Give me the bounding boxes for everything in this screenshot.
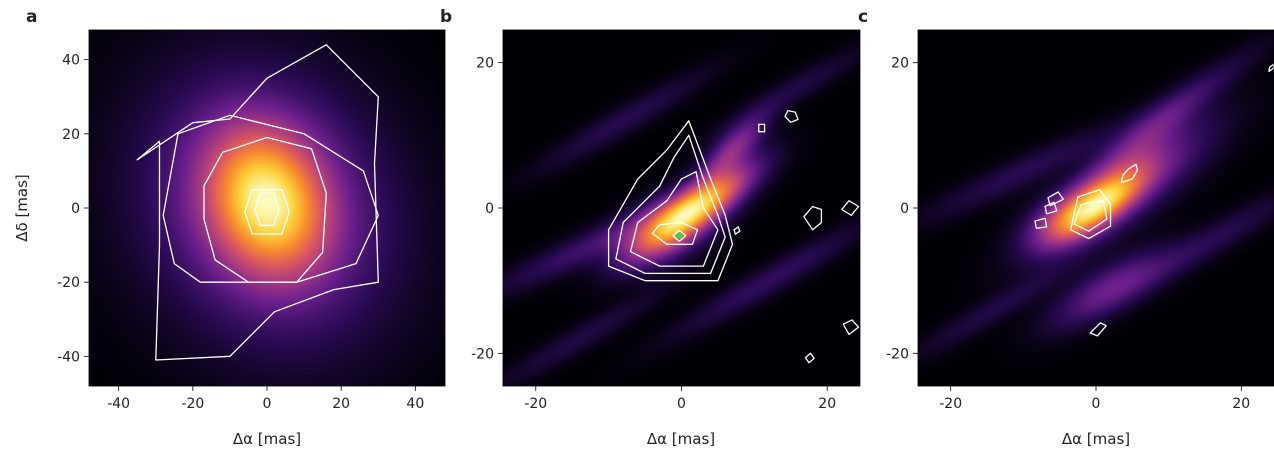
y-tick-label: 20 (62, 127, 80, 143)
contour-line (1120, 163, 1139, 184)
y-tick-label: -20 (57, 275, 80, 291)
contour-line (1069, 189, 1112, 240)
x-axis-a: -40 -20 0 20 40 (107, 386, 424, 412)
contour-line (803, 205, 823, 231)
y-tick-label: 40 (62, 53, 80, 69)
x-tick-label: 20 (1232, 396, 1250, 412)
contour-line (1073, 200, 1108, 232)
contour-line (651, 221, 699, 245)
panel-label-c: c (858, 7, 868, 27)
contour-line (244, 188, 290, 235)
contour-line (1089, 322, 1107, 337)
panel-b: b -20 0 20 -20 0 20 Δα [mas] (440, 7, 861, 448)
y-tick-label: 0 (485, 201, 494, 217)
contour-line (136, 44, 379, 361)
contour-line (841, 200, 860, 216)
x-tick-label: -40 (107, 396, 130, 412)
x-tick-label: 0 (677, 396, 686, 412)
x-tick-label: 0 (1092, 396, 1101, 412)
contours-b (607, 109, 860, 364)
contour-line (672, 229, 687, 243)
y-axis-c: -20 0 20 (886, 56, 918, 362)
x-axis-b: -20 0 20 (524, 386, 836, 412)
contour-line (804, 352, 815, 364)
contour-line (1034, 217, 1048, 229)
y-tick-label: 0 (71, 201, 80, 217)
x-tick-label: 20 (818, 396, 836, 412)
contour-line (162, 114, 379, 283)
x-tick-label: 20 (332, 396, 350, 412)
x-tick-label: 0 (263, 396, 272, 412)
y-tick-label: 0 (900, 201, 909, 217)
x-axis-c: -20 0 20 (939, 386, 1250, 412)
x-tick-label: 40 (406, 396, 424, 412)
y-tick-label: 20 (476, 56, 494, 72)
heatmap-image-a (89, 30, 445, 386)
contour-line (254, 192, 280, 227)
heatmap-image-c (918, 30, 1274, 386)
y-tick-label: -20 (886, 346, 909, 362)
contour-line (203, 136, 327, 283)
y-tick-label: -20 (471, 346, 494, 362)
contour-line (1047, 191, 1064, 207)
source-marker (676, 232, 683, 239)
contour-line (1044, 201, 1058, 215)
contour-line (842, 319, 860, 336)
x-tick-label: -20 (181, 396, 204, 412)
contour-line (629, 171, 719, 267)
x-tick-label: -20 (524, 396, 547, 412)
contour-line (607, 120, 734, 282)
y-tick-label: -40 (57, 349, 80, 365)
contour-line (615, 134, 726, 275)
x-axis-label-a: Δα [mas] (233, 430, 301, 448)
panel-c: c -20 0 20 -20 0 20 Δα [mas] (858, 7, 1274, 448)
panel-label-b: b (440, 7, 452, 27)
contour-line (758, 123, 766, 133)
y-axis-b: -20 0 20 (471, 56, 503, 362)
x-tick-label: -20 (939, 396, 962, 412)
marker-b (676, 232, 683, 239)
x-axis-label-b: Δα [mas] (647, 430, 715, 448)
panel-a: a -40 -20 0 20 40 -40 -20 0 20 40 Δα [mas] Δδ [m… (13, 7, 446, 448)
contour-line (784, 109, 799, 123)
contours-c (1034, 63, 1274, 337)
contours-a (136, 44, 379, 361)
x-axis-label-c: Δα [mas] (1062, 430, 1130, 448)
heatmap-image-b (503, 30, 860, 386)
y-axis-label-a: Δδ [mas] (13, 174, 31, 242)
y-tick-label: 20 (891, 56, 909, 72)
contour-line (1268, 63, 1274, 73)
y-axis-a: -40 -20 0 20 40 (57, 53, 89, 365)
contour-line (733, 226, 741, 235)
panel-label-a: a (26, 7, 37, 27)
